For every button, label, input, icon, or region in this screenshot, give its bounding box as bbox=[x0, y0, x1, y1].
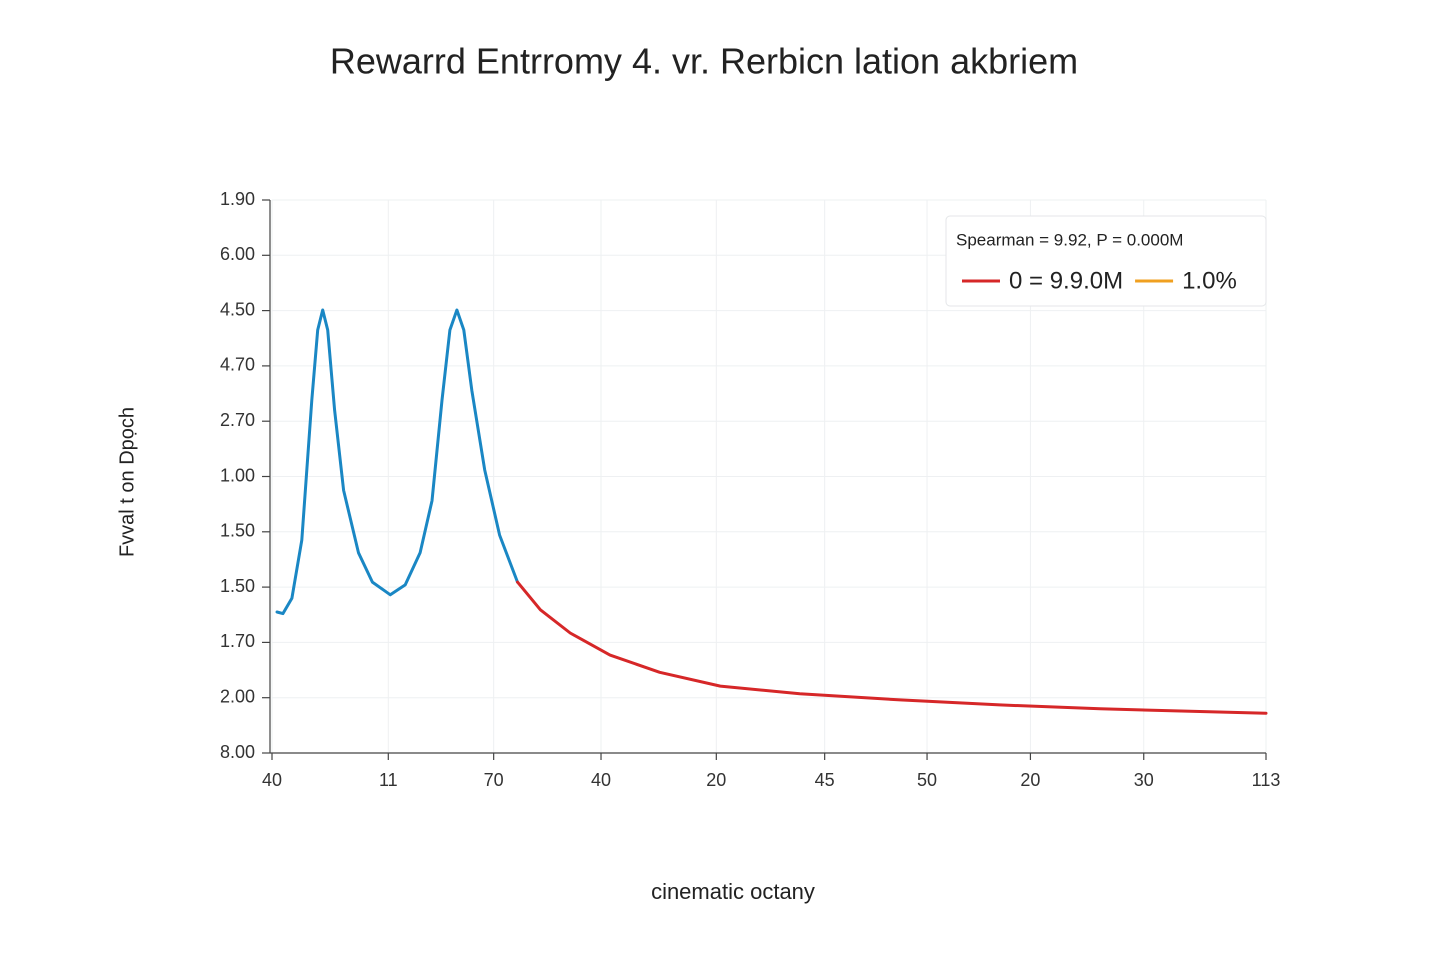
legend-box bbox=[945, 215, 1267, 307]
x-tick-label: 50 bbox=[917, 770, 937, 790]
x-tick-label: 20 bbox=[1020, 770, 1040, 790]
x-tick-label: 11 bbox=[379, 770, 398, 790]
x-tick-label: 20 bbox=[706, 770, 726, 790]
y-tick-label: 6.00 bbox=[220, 244, 255, 264]
y-tick-label: 8.00 bbox=[220, 742, 255, 762]
x-tick-label: 40 bbox=[262, 770, 282, 790]
y-axis-label: Fvval t on Dpọch bbox=[116, 407, 138, 557]
chart-title: Rewarrd Entrromy 4. vr. Rerbicn lation a… bbox=[330, 41, 1078, 82]
y-tick-label: 1.50 bbox=[220, 576, 255, 596]
x-tick-label: 45 bbox=[815, 770, 835, 790]
x-tick-label: 70 bbox=[484, 770, 504, 790]
y-tick-label: 1.00 bbox=[220, 465, 255, 485]
legend-label: 0 = 9.9.0M bbox=[1009, 267, 1123, 294]
data-line bbox=[516, 580, 1268, 715]
x-tick-label: 113 bbox=[1252, 770, 1281, 790]
x-tick-label: 40 bbox=[591, 770, 611, 790]
y-tick-label: 1.50 bbox=[220, 521, 255, 541]
data-line bbox=[275, 308, 519, 616]
y-tick-label: 4.50 bbox=[220, 299, 255, 319]
legend-label: 1.0% bbox=[1182, 267, 1237, 294]
y-tick-label: 4.70 bbox=[220, 355, 255, 375]
y-tick-label: 2.70 bbox=[220, 410, 255, 430]
y-tick-label: 2.00 bbox=[220, 686, 255, 706]
x-axis-label: cinematic octany bbox=[651, 879, 815, 904]
x-tick-label: 30 bbox=[1134, 770, 1154, 790]
y-tick-label: 1.70 bbox=[220, 631, 255, 651]
y-tick-label: 1.90 bbox=[220, 189, 255, 209]
legend-title: Spearman = 9.92, P = 0.000M bbox=[956, 230, 1183, 249]
